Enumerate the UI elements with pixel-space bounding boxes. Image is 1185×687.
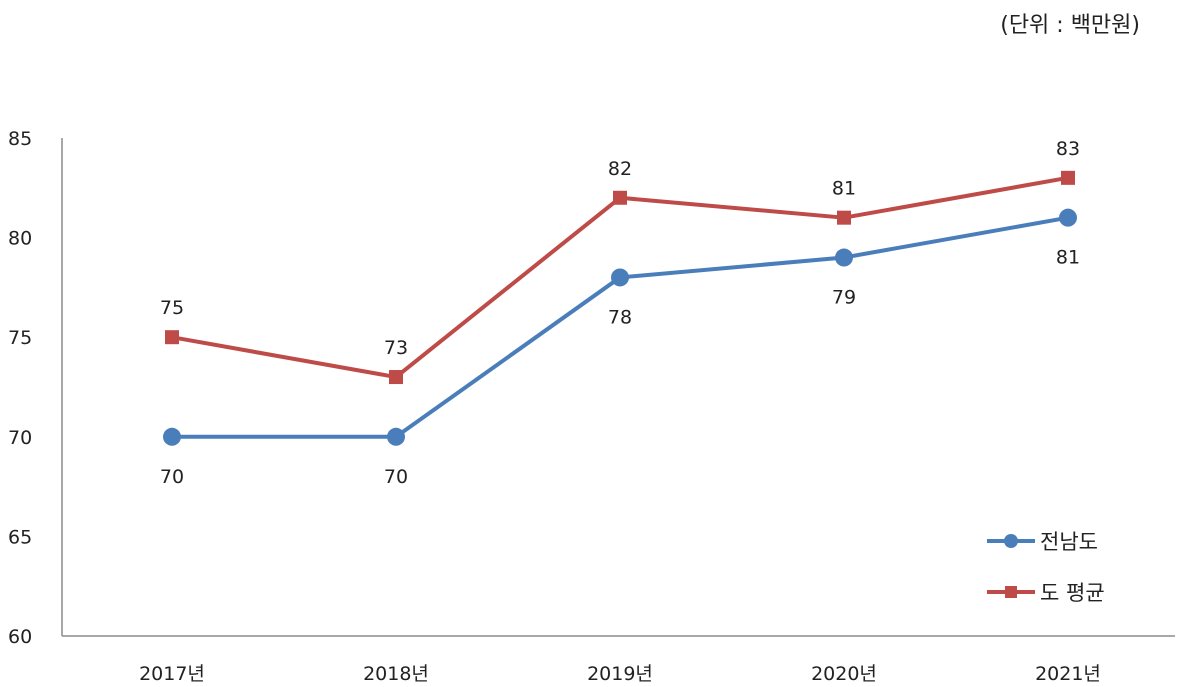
x-tick-label: 2019년 [587,663,653,685]
y-tick-label: 70 [8,427,32,449]
data-label: 75 [160,297,184,319]
legend-marker [1005,586,1017,598]
legend-marker [1004,534,1018,548]
series-2 [165,170,1075,385]
x-tick-label: 2017년 [139,663,205,685]
data-point [835,248,853,267]
data-label: 70 [160,466,184,488]
data-point [389,370,403,385]
series-layer [163,170,1077,446]
data-point [1061,170,1075,185]
legend-item: 도 평균 [987,581,1105,605]
data-label: 79 [832,287,856,309]
y-tick-label: 60 [8,626,32,648]
data-point [1059,208,1077,227]
data-label: 73 [384,337,408,359]
unit-label: (단위 : 백만원) [1000,13,1140,38]
data-label: 83 [1056,138,1080,160]
data-point [611,268,629,287]
data-label: 81 [1056,247,1080,269]
x-axis-ticks: 2017년 2018년 2019년 2020년 2021년 [139,663,1101,685]
data-point [387,427,405,446]
y-tick-label: 85 [8,128,32,150]
x-tick-label: 2021년 [1035,663,1101,685]
legend-item: 전남도 [987,530,1098,554]
series-1 [163,208,1077,446]
data-point [163,427,181,446]
chart-axes [61,138,1175,637]
legend-label: 도 평균 [1040,581,1105,605]
y-axis-ticks: 60 65 70 75 80 85 [8,128,32,648]
data-label: 82 [608,158,632,180]
data-point [613,190,627,205]
x-tick-label: 2018년 [363,663,429,685]
x-tick-label: 2020년 [811,663,877,685]
data-label: 78 [608,306,632,328]
data-label: 81 [832,178,856,200]
y-tick-label: 65 [8,526,32,548]
data-point [837,210,851,225]
y-tick-label: 80 [8,228,32,250]
data-labels: 70 70 78 79 81 75 73 82 81 83 [160,138,1080,488]
data-label: 70 [384,466,408,488]
legend-label: 전남도 [1040,530,1098,554]
y-tick-label: 75 [8,327,32,349]
data-point [165,330,179,345]
